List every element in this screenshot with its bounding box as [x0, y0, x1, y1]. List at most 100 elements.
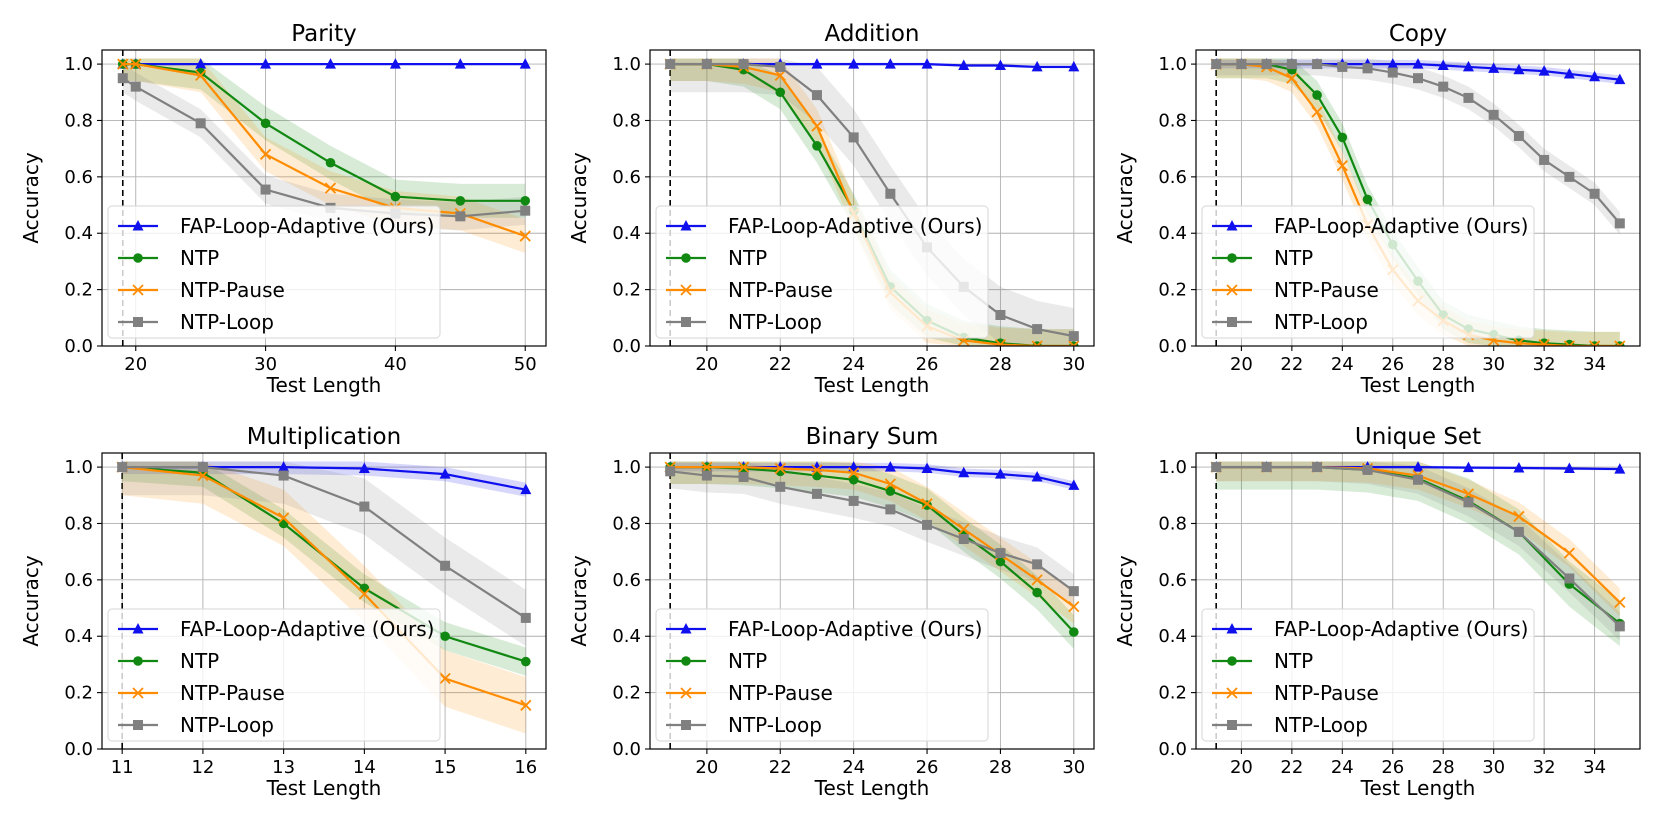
x-tick-label-copy-22: 22 — [1280, 354, 1303, 375]
band-ntp-pause-parity — [122, 58, 526, 253]
x-tick-label-copy-30: 30 — [1482, 354, 1505, 375]
point-fap-loop-adaptive-ours-addition-4 — [811, 58, 823, 69]
point-fap-loop-adaptive-ours-binary-sum-8 — [958, 466, 970, 478]
point-fap-loop-adaptive-ours-unique-set-5 — [1462, 461, 1474, 473]
x-tick-label-addition-30: 30 — [1062, 354, 1085, 375]
legend-label-fap-loop-adaptive-ours-multiplication: FAP-Loop-Adaptive (Ours) — [180, 617, 434, 641]
point-ntp-loop-copy-10 — [1463, 92, 1474, 103]
point-fap-loop-adaptive-ours-parity-3 — [260, 58, 272, 69]
point-fap-loop-adaptive-ours-addition-5 — [848, 58, 860, 69]
legend-unique-set: FAP-Loop-Adaptive (Ours) NTP NTP-Pause NTP-… — [1201, 608, 1535, 742]
point-ntp-loop-addition-0 — [665, 59, 676, 70]
band-ntp-loop-multiplication — [122, 461, 526, 647]
point-fap-loop-adaptive-ours-copy-7 — [1387, 58, 1399, 69]
y-axis-label-copy: Accuracy — [1113, 152, 1137, 243]
y-tick-label-multiplication-0.6: 0.6 — [64, 570, 93, 591]
y-axis-label-parity: Accuracy — [19, 152, 43, 243]
x-tick-label-multiplication-14: 14 — [353, 757, 376, 778]
point-fap-loop-adaptive-ours-addition-8 — [958, 59, 970, 71]
legend-label-ntp-unique-set: NTP — [1274, 649, 1313, 673]
point-ntp-loop-unique-set-8 — [1614, 621, 1625, 632]
point-fap-loop-adaptive-ours-addition-9 — [994, 59, 1006, 71]
x-tick-label-copy-28: 28 — [1432, 354, 1455, 375]
x-axis-label-parity: Test Length — [266, 373, 382, 397]
legend-box-unique-set — [1201, 608, 1535, 742]
legend-box-binary-sum — [655, 608, 989, 742]
point-ntp-loop-multiplication-2 — [278, 470, 289, 481]
point-ntp-loop-addition-9 — [995, 309, 1006, 320]
point-ntp-parity-3 — [260, 118, 271, 129]
point-ntp-loop-addition-10 — [1032, 324, 1043, 335]
point-ntp-pause-binary-sum-7 — [921, 498, 933, 510]
y-tick-label-copy-0.8: 0.8 — [1158, 110, 1187, 131]
point-ntp-loop-addition-6 — [885, 188, 896, 199]
point-fap-loop-adaptive-ours-parity-4 — [324, 58, 336, 69]
legend-marker-ntp-unique-set — [1227, 656, 1237, 666]
y-tick-label-parity-0.4: 0.4 — [64, 223, 93, 244]
point-ntp-pause-copy-4 — [1311, 106, 1323, 118]
legend-marker-ntp-multiplication — [133, 656, 143, 666]
y-tick-label-multiplication-0.0: 0.0 — [64, 739, 93, 760]
x-tick-label-unique-set-32: 32 — [1533, 757, 1556, 778]
legend-label-ntp-pause-copy: NTP-Pause — [1274, 278, 1379, 302]
legend-label-ntp-addition: NTP — [728, 246, 767, 270]
band-ntp-parity — [122, 58, 526, 218]
y-tick-label-binary-sum-0.0: 0.0 — [612, 739, 641, 760]
legend-label-ntp-loop-addition: NTP-Loop — [728, 310, 822, 334]
point-ntp-pause-parity-3 — [259, 148, 272, 160]
y-tick-label-multiplication-0.8: 0.8 — [64, 513, 93, 534]
x-tick-label-parity-30: 30 — [254, 354, 277, 375]
line-ntp-binary-sum — [670, 465, 1075, 633]
line-ntp-loop-parity — [122, 77, 526, 218]
band-ntp-loop-binary-sum — [670, 461, 1074, 609]
x-axis-label-copy: Test Length — [1360, 373, 1476, 397]
x-tick-label-unique-set-24: 24 — [1331, 757, 1354, 778]
y-tick-label-unique-set-0.0: 0.0 — [1158, 739, 1187, 760]
point-ntp-loop-unique-set-7 — [1564, 573, 1575, 584]
x-tick-label-unique-set-28: 28 — [1432, 757, 1455, 778]
point-fap-loop-adaptive-ours-copy-15 — [1589, 70, 1601, 82]
point-ntp-copy-4 — [1312, 90, 1322, 100]
x-tick-label-copy-26: 26 — [1381, 354, 1404, 375]
point-fap-loop-adaptive-ours-multiplication-3 — [358, 462, 370, 474]
point-ntp-loop-copy-5 — [1337, 61, 1348, 72]
point-ntp-loop-addition-2 — [738, 59, 749, 70]
legend-marker-ntp-pause-multiplication — [132, 687, 144, 699]
point-ntp-binary-sum-5 — [848, 474, 859, 485]
point-ntp-loop-binary-sum-11 — [1068, 586, 1079, 597]
point-ntp-pause-binary-sum-5 — [848, 467, 860, 479]
chart-title-addition: Addition — [825, 21, 920, 47]
point-ntp-loop-copy-1 — [1236, 59, 1247, 70]
x-axis-label-binary-sum: Test Length — [814, 776, 930, 800]
point-ntp-loop-multiplication-3 — [359, 501, 370, 512]
panel-multiplication: 11 12 13 14 15 16 0.0 0.2 0.4 0.6 0.8 1.0 Multiplica… — [19, 424, 547, 800]
y-tick-label-addition-0.6: 0.6 — [612, 167, 641, 188]
legend-label-fap-loop-adaptive-ours-unique-set: FAP-Loop-Adaptive (Ours) — [1274, 617, 1528, 641]
y-tick-label-parity-0.8: 0.8 — [64, 110, 93, 131]
y-tick-label-parity-0.6: 0.6 — [64, 167, 93, 188]
point-ntp-pause-binary-sum-11 — [1068, 601, 1080, 613]
legend-addition: FAP-Loop-Adaptive (Ours) NTP NTP-Pause NTP-… — [655, 205, 989, 339]
panel-parity: 20 30 40 50 0.0 0.2 0.4 0.6 0.8 1.0 Parity Test Len… — [19, 21, 547, 397]
legend-marker-ntp-pause-binary-sum — [680, 687, 692, 699]
plot-area-binary-sum — [664, 461, 1080, 649]
point-fap-loop-adaptive-ours-binary-sum-11 — [1068, 479, 1080, 490]
x-tick-label-addition-26: 26 — [916, 354, 939, 375]
x-tick-label-addition-22: 22 — [769, 354, 792, 375]
point-ntp-loop-unique-set-3 — [1362, 464, 1373, 475]
point-ntp-loop-unique-set-1 — [1261, 462, 1272, 473]
x-tick-label-multiplication-11: 11 — [111, 757, 134, 778]
point-ntp-loop-copy-14 — [1564, 171, 1575, 182]
plot-area-unique-set — [1210, 461, 1626, 647]
y-tick-label-parity-0.0: 0.0 — [64, 336, 93, 357]
x-tick-label-addition-24: 24 — [842, 354, 865, 375]
legend-marker-fap-loop-adaptive-ours-unique-set — [1226, 623, 1238, 634]
point-fap-loop-adaptive-ours-addition-11 — [1068, 60, 1080, 72]
point-ntp-pause-addition-4 — [811, 120, 823, 132]
y-tick-label-addition-0.8: 0.8 — [612, 110, 641, 131]
point-ntp-pause-copy-12 — [1513, 337, 1525, 346]
x-tick-label-addition-20: 20 — [695, 354, 718, 375]
legend-box-copy — [1201, 205, 1535, 339]
point-ntp-loop-addition-4 — [811, 90, 822, 101]
point-fap-loop-adaptive-ours-unique-set-7 — [1563, 462, 1575, 474]
